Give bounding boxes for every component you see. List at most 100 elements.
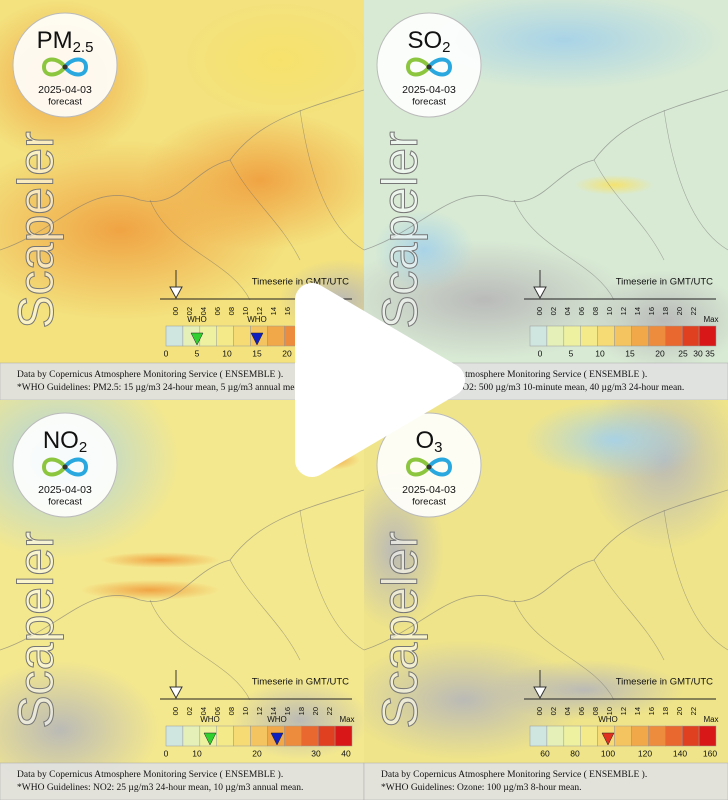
scale-cell (681, 725, 700, 747)
hour-label: 14 (269, 307, 278, 315)
date: 2025-04-03 (402, 484, 456, 496)
scale-cell (698, 325, 717, 347)
coastline (0, 89, 364, 251)
hour-label: 12 (619, 307, 628, 315)
footer-line: *WHO Guidelines: Ozone: 100 µg/m3 8-hour… (381, 783, 581, 793)
hour-label: 14 (633, 707, 642, 715)
pollution-area (100, 552, 220, 568)
footer-bg (0, 762, 365, 800)
logo-right (427, 457, 453, 477)
scale-cell (698, 725, 717, 747)
logo-left (41, 57, 67, 77)
scale-cell (665, 325, 683, 347)
hour-label: 10 (241, 707, 250, 715)
scale-cell (580, 325, 598, 347)
scale-cell (250, 725, 268, 747)
border (513, 109, 728, 301)
hour-label: 02 (549, 307, 558, 315)
scale-tick-label: 35 (705, 348, 715, 358)
hour-label: 14 (269, 707, 278, 715)
hour-label: 04 (563, 307, 572, 315)
who-marker (250, 332, 264, 346)
hour-label: 00 (535, 307, 544, 315)
scale-cell (648, 725, 666, 747)
scale-cell (529, 325, 548, 347)
hour-label: 22 (325, 707, 334, 715)
now-arrowhead (169, 686, 183, 700)
hour-label: 22 (689, 707, 698, 715)
logo-left (41, 457, 67, 477)
scale-cell (631, 725, 649, 747)
timeserie-label: Timeserie in GMT/UTC (616, 277, 713, 288)
now-arrowhead (533, 686, 547, 700)
pollution-area (80, 580, 220, 600)
scale-cell (665, 725, 683, 747)
brand: Scapeler (8, 131, 64, 328)
scale-cell (546, 725, 565, 747)
hour-label: 12 (619, 707, 628, 715)
hour-label: 10 (605, 307, 614, 315)
pollutant-title: PM2.5 (37, 27, 94, 56)
scale-cell (563, 725, 581, 747)
hour-label: 08 (591, 307, 600, 315)
scale-tick-label: 10 (192, 748, 202, 758)
logo-left (405, 57, 431, 77)
hour-label: 06 (213, 307, 222, 315)
hour-label: 22 (689, 307, 698, 315)
pollutant-title: O3 (415, 427, 442, 456)
scale-cell (165, 725, 184, 747)
hour-label: 18 (661, 307, 670, 315)
scale-cell (216, 325, 234, 347)
pollutant-subscript: 2 (442, 39, 450, 56)
hour-label: 04 (563, 707, 572, 715)
footer-line: *WHO Guidelines: SO2: 500 µg/m3 10-minut… (381, 383, 684, 393)
date: 2025-04-03 (38, 84, 92, 96)
scale-tick-label: 160 (703, 748, 717, 758)
scale-cell (165, 325, 184, 347)
brand: Scapeler (372, 131, 428, 328)
hour-label: 12 (255, 707, 264, 715)
who-marker (203, 732, 217, 746)
scale-cell (580, 725, 598, 747)
scale-tick-label: 140 (673, 748, 687, 758)
scale-cell (681, 325, 700, 347)
pollutant-subscript: 2.5 (73, 39, 94, 56)
hour-label: 20 (311, 707, 320, 715)
coastline (0, 489, 364, 651)
scale-tick-label: 15 (252, 348, 262, 358)
hour-label: 14 (633, 307, 642, 315)
hour-label: 20 (675, 307, 684, 315)
scale-tick-label: 0 (164, 348, 169, 358)
logo-dot (426, 464, 432, 470)
scale-cell (334, 725, 353, 747)
scale-tick-label: 80 (570, 748, 580, 758)
max-label: Max (703, 315, 718, 324)
who-marker (601, 732, 615, 746)
scale-tick-label: 100 (601, 748, 615, 758)
footer-line: *WHO Guidelines: PM2.5: 15 µg/m3 24-hour… (17, 383, 306, 393)
timeserie-label: Timeserie in GMT/UTC (252, 277, 349, 288)
scale-tick-label: 20 (252, 748, 262, 758)
forecast-label: forecast (412, 497, 446, 508)
scale-cell (317, 725, 336, 747)
who-marker (270, 732, 284, 746)
who-label: WHO (267, 715, 287, 724)
hour-label: 00 (171, 707, 180, 715)
scale-tick-label: 0 (538, 348, 543, 358)
pollution-area (484, 660, 684, 720)
pollution-area (180, 0, 364, 120)
now-arrowhead (533, 286, 547, 300)
scale-cell (182, 725, 201, 747)
hour-label: 10 (605, 707, 614, 715)
play-button[interactable] (295, 283, 465, 477)
logo-right (63, 457, 89, 477)
who-label: WHO (598, 715, 618, 724)
hour-label: 02 (185, 707, 194, 715)
scale-cell (301, 725, 319, 747)
logo-left (405, 457, 431, 477)
hour-label: 06 (577, 707, 586, 715)
border (513, 509, 728, 701)
